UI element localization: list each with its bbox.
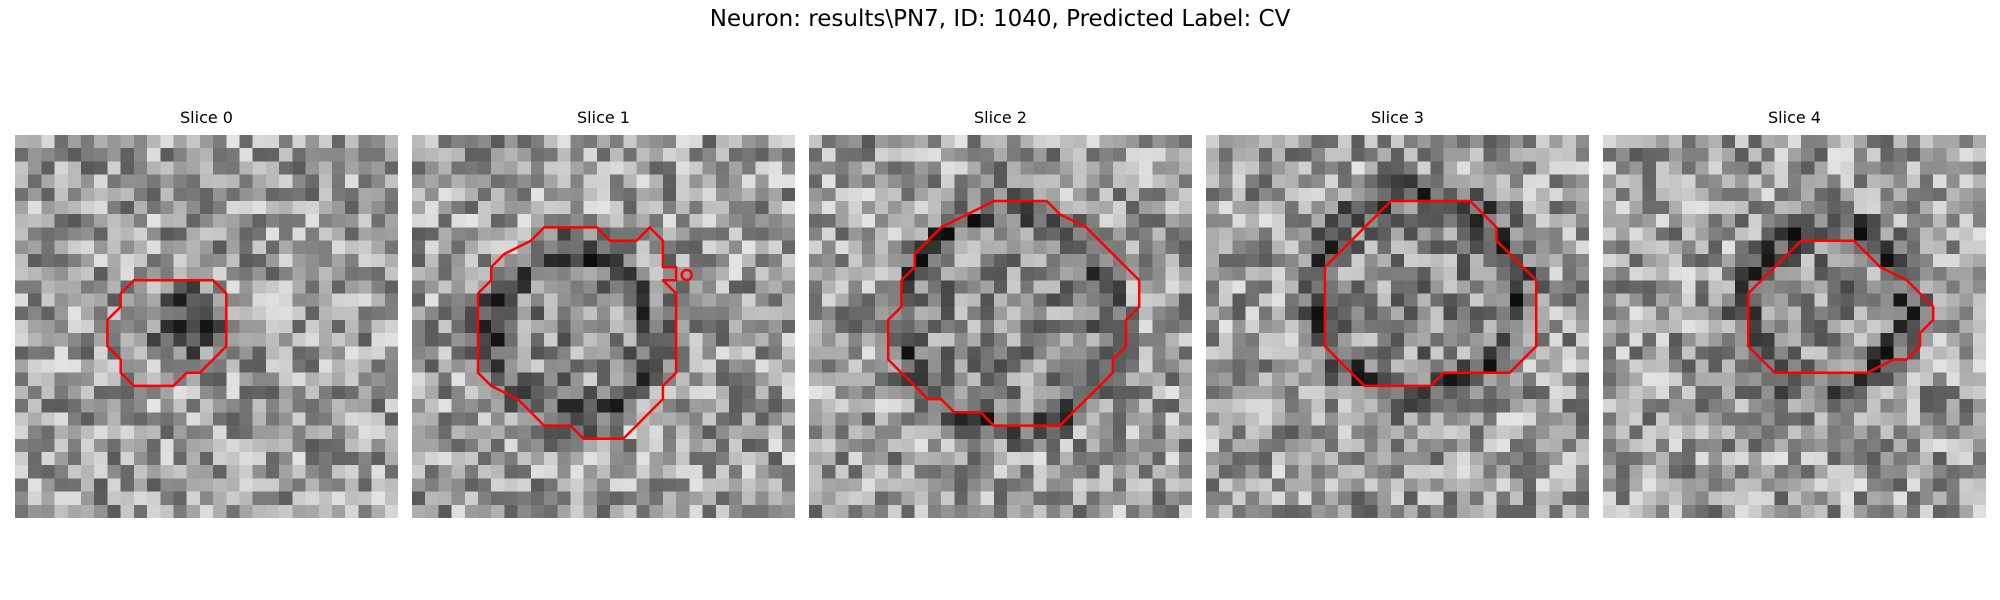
slice-title-0: Slice 0 [15, 108, 398, 127]
slice-svg-3 [1206, 135, 1589, 518]
slice-image-0 [15, 135, 398, 518]
pixel-texture [15, 135, 398, 518]
slice-svg-2 [809, 135, 1192, 518]
slice-panel-4: Slice 4 [1603, 108, 1986, 518]
slice-panel-2: Slice 2 [809, 108, 1192, 518]
slice-title-4: Slice 4 [1603, 108, 1986, 127]
pixel-texture [1603, 135, 1986, 518]
slice-panel-0: Slice 0 [15, 108, 398, 518]
pixel-texture [809, 135, 1192, 518]
slice-title-2: Slice 2 [809, 108, 1192, 127]
slice-svg-0 [15, 135, 398, 518]
slice-image-4 [1603, 135, 1986, 518]
pixel-texture [412, 135, 795, 518]
slice-svg-4 [1603, 135, 1986, 518]
slice-image-2 [809, 135, 1192, 518]
pixel-texture [1206, 135, 1589, 518]
slice-image-1 [412, 135, 795, 518]
figure-title: Neuron: results\PN7, ID: 1040, Predicted… [0, 6, 2000, 32]
slice-panel-1: Slice 1 [412, 108, 795, 518]
slice-title-3: Slice 3 [1206, 108, 1589, 127]
slice-image-3 [1206, 135, 1589, 518]
slice-svg-1 [412, 135, 795, 518]
slice-title-1: Slice 1 [412, 108, 795, 127]
slice-panel-3: Slice 3 [1206, 108, 1589, 518]
